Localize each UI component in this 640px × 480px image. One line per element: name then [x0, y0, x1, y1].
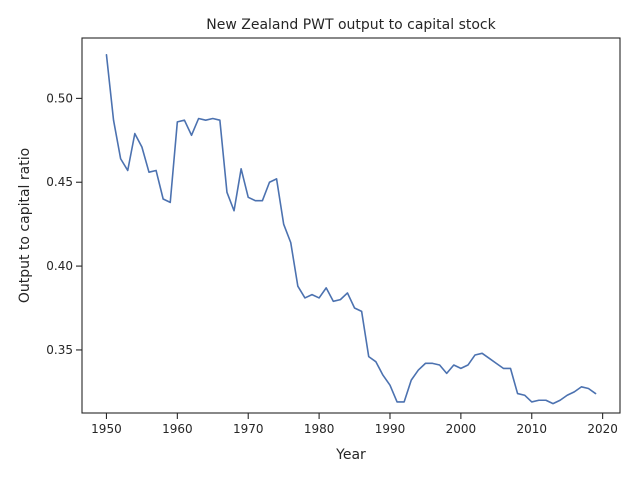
x-tick-label: 1960 — [162, 422, 193, 436]
plot-frame — [81, 37, 621, 414]
series-line — [105, 53, 597, 405]
y-tick-label: 0.45 — [46, 175, 73, 189]
y-tick-label: 0.50 — [46, 91, 73, 105]
y-tick-label: 0.35 — [46, 343, 73, 357]
x-axis-label: Year — [335, 447, 366, 463]
y-axis-label: Output to capital ratio — [17, 148, 33, 303]
x-tick-label: 1970 — [233, 422, 264, 436]
x-tick-label: 2000 — [446, 422, 477, 436]
x-tick-label: 1980 — [304, 422, 335, 436]
x-tick-label: 2010 — [516, 422, 547, 436]
x-tick-label: 2020 — [587, 422, 618, 436]
y-tick-label: 0.40 — [46, 259, 73, 273]
x-tick-label: 1950 — [91, 422, 122, 436]
x-tick-label: 1990 — [375, 422, 406, 436]
axis-ticks: 1950 1960 1970 1980 1990 2000 2010 2020 0.35 0.40… — [46, 91, 618, 436]
chart-title: New Zealand PWT output to capital stock — [206, 17, 496, 33]
